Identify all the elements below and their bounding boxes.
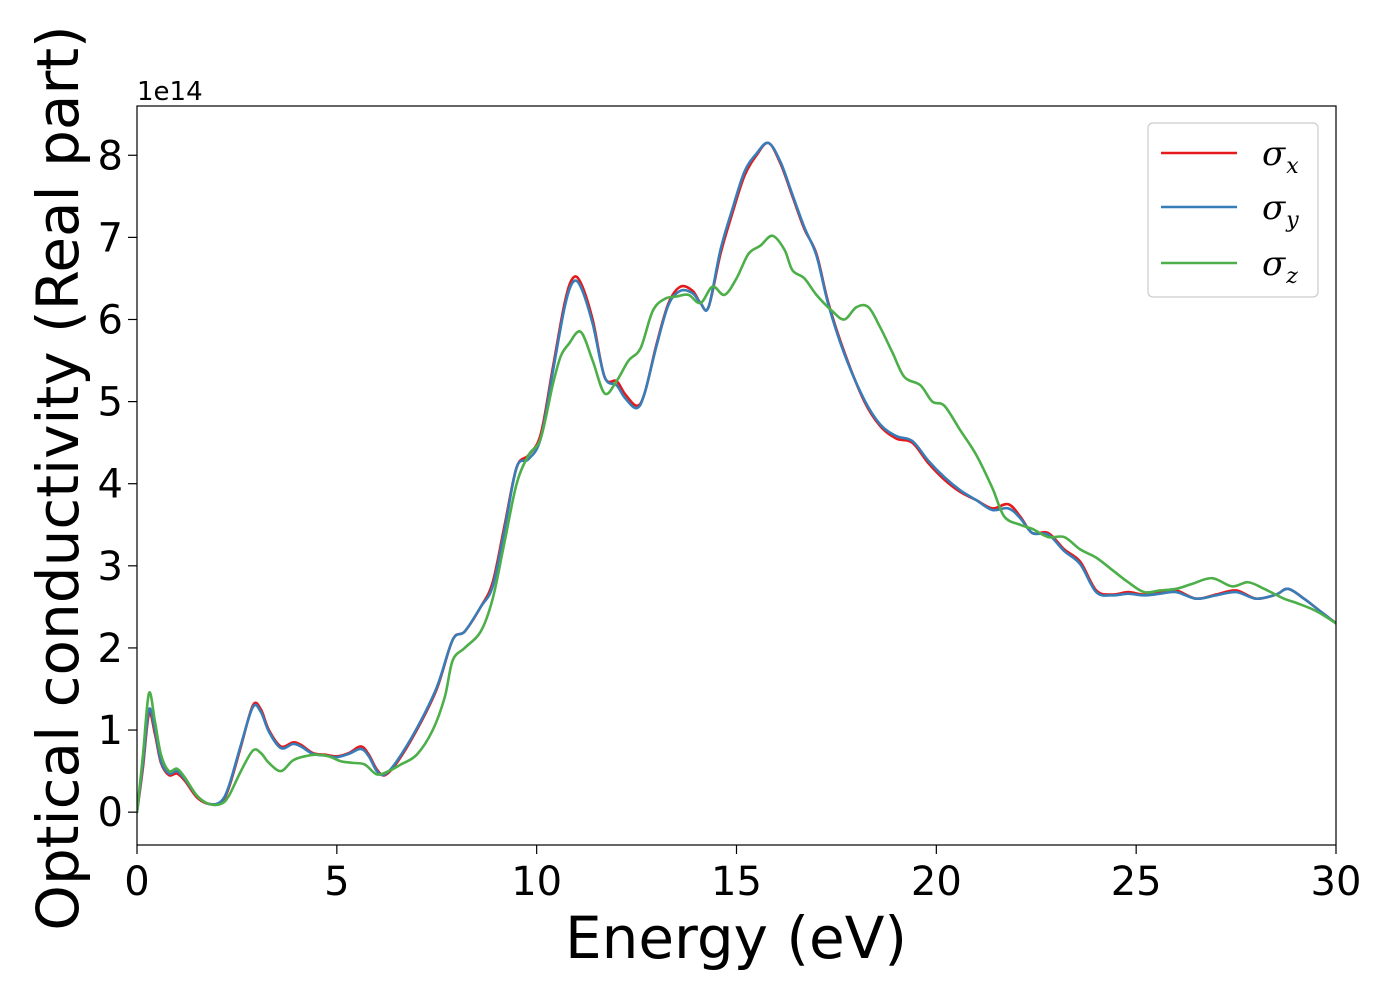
y-tick-label: 8: [98, 133, 123, 179]
y-tick-label: 0: [98, 790, 123, 836]
legend-entries: σx σy σz: [1161, 134, 1299, 289]
y-axis-title: Optical conductivity (Real part): [24, 25, 92, 930]
y-tick-label: 7: [98, 215, 123, 261]
series-line-sigma-y: [137, 141, 1336, 814]
x-tick-label: 20: [911, 859, 962, 905]
x-tick-label: 0: [124, 859, 149, 905]
series-layer: [137, 141, 1336, 814]
x-axis-ticks: 0 5 10 15 20 25 30: [124, 845, 1361, 905]
x-tick-label: 25: [1111, 859, 1162, 905]
y-tick-label: 6: [98, 297, 123, 343]
y-tick-label: 1: [98, 708, 123, 754]
x-axis-title: Energy (eV): [565, 904, 907, 972]
legend-label-sigma-x: σx: [1262, 134, 1299, 179]
series-line-sigma-z: [137, 234, 1336, 814]
legend: σx σy σz: [1147, 122, 1319, 298]
x-tick-label: 15: [711, 859, 762, 905]
legend-label-sigma-z: σz: [1262, 244, 1298, 289]
x-tick-label: 10: [511, 859, 562, 905]
y-tick-label: 3: [98, 544, 123, 590]
x-tick-label: 30: [1311, 859, 1362, 905]
y-axis-ticks: 0 1 2 3 4 5 6 7 8: [98, 133, 137, 836]
x-tick-label: 5: [324, 859, 349, 905]
y-offset-label: 1e14: [137, 77, 203, 107]
y-tick-label: 2: [98, 626, 123, 672]
legend-label-sigma-y: σy: [1262, 188, 1299, 233]
y-tick-label: 5: [98, 380, 123, 426]
legend-box: [1147, 122, 1319, 298]
y-tick-label: 4: [98, 462, 123, 508]
